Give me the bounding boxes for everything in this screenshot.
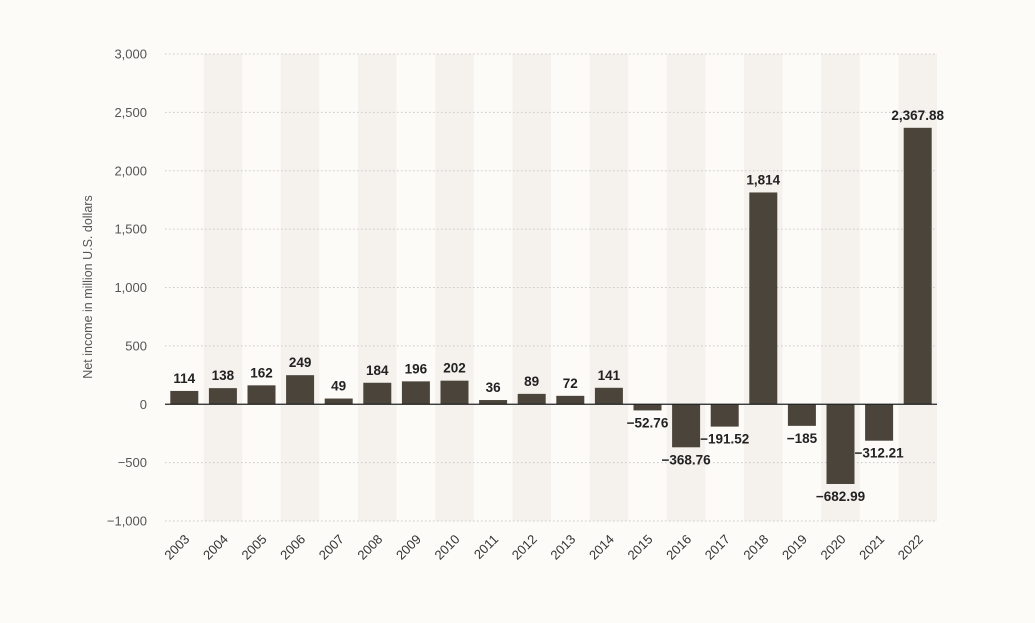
- bar-2019: [787, 404, 816, 426]
- data-label-2021: −312.21: [855, 446, 905, 461]
- data-label-2008: 184: [366, 363, 389, 378]
- bar-2016: [672, 404, 701, 448]
- data-label-2010: 202: [443, 361, 466, 376]
- x-tick-label: 2005: [239, 532, 270, 563]
- x-tick-label: 2007: [316, 532, 347, 563]
- x-tick-label: 2004: [200, 532, 231, 563]
- x-tick-label: 2020: [818, 532, 849, 563]
- bar-2010: [440, 380, 469, 405]
- bar-2014: [594, 387, 623, 405]
- x-tick-label: 2021: [856, 532, 887, 563]
- x-tick-label: 2018: [740, 532, 771, 563]
- data-label-2022: 2,367.88: [891, 108, 944, 123]
- gridlines: [165, 53, 937, 522]
- y-tick-label: −1,000: [107, 514, 147, 529]
- data-label-2009: 196: [405, 361, 428, 376]
- data-label-2018: 1,814: [746, 172, 780, 187]
- x-tick-label: 2022: [895, 532, 926, 563]
- y-tick-label: 1,500: [114, 222, 147, 237]
- bar-2015: [633, 404, 662, 411]
- data-label-2015: −52.76: [627, 415, 669, 430]
- data-label-2017: −191.52: [700, 432, 749, 447]
- x-tick-label: 2003: [161, 532, 192, 563]
- data-label-2020: −682.99: [816, 489, 865, 504]
- background-band: [512, 54, 551, 521]
- data-label-2013: 72: [563, 376, 578, 391]
- x-tick-label: 2015: [625, 532, 656, 563]
- bar-2017: [710, 404, 739, 427]
- bar-2009: [401, 381, 430, 405]
- x-tick-label: 2013: [547, 532, 578, 563]
- y-tick-label: 3,000: [114, 47, 147, 62]
- y-tick-label: 2,500: [114, 105, 147, 120]
- bar-2011: [479, 400, 508, 405]
- x-tick-label: 2017: [702, 532, 733, 563]
- x-tick-label: 2016: [663, 532, 694, 563]
- x-tick-label: 2006: [277, 532, 308, 563]
- bar-2021: [865, 404, 894, 441]
- bar-2004: [208, 388, 237, 405]
- data-label-2005: 162: [250, 365, 273, 380]
- bar-2018: [749, 192, 778, 405]
- data-labels: 114 138 162 249 49 184 196 202 36 89 72 141 −52.76 −3…: [173, 108, 944, 504]
- data-label-2004: 138: [212, 368, 235, 383]
- data-label-2007: 49: [331, 379, 346, 394]
- x-tick-label: 2010: [432, 532, 463, 563]
- background-band: [280, 54, 320, 521]
- data-label-2006: 249: [289, 355, 312, 370]
- x-tick-label: 2019: [779, 532, 810, 563]
- x-tick-label: 2012: [509, 532, 540, 563]
- y-tick-label: 2,000: [114, 163, 147, 178]
- y-tick-label: −500: [118, 455, 147, 470]
- data-label-2019: −185: [787, 431, 818, 446]
- x-tick-label: 2009: [393, 532, 424, 563]
- data-label-2011: 36: [486, 380, 502, 395]
- bar-2007: [324, 398, 353, 405]
- bar-2013: [556, 395, 585, 405]
- data-label-2012: 89: [524, 374, 539, 389]
- bar-2022: [903, 127, 932, 405]
- y-tick-label: 0: [140, 397, 147, 412]
- y-tick-label: 1,000: [114, 280, 147, 295]
- bar-2003: [170, 390, 199, 405]
- bar-2005: [247, 385, 276, 405]
- x-tick-label: 2011: [471, 532, 501, 562]
- x-axis-ticks: 2003 2004 2005 2006 2007 2008 2009 2010 2011 2012…: [161, 532, 925, 563]
- bar-2012: [517, 393, 546, 405]
- bar-2020: [826, 404, 855, 484]
- data-label-2016: −368.76: [662, 452, 712, 467]
- bars: [170, 127, 932, 484]
- x-tick-label: 2008: [354, 532, 385, 563]
- x-tick-label: 2014: [586, 532, 617, 563]
- y-tick-label: 500: [125, 338, 147, 353]
- bar-2006: [286, 375, 315, 405]
- bar-2008: [363, 382, 392, 405]
- data-label-2003: 114: [173, 371, 195, 386]
- y-axis-title: Net income in million U.S. dollars: [81, 195, 95, 378]
- y-axis-ticks: 3,000 2,500 2,000 1,500 1,000 500 0 −500 −1,000: [107, 47, 147, 529]
- data-label-2014: 141: [598, 368, 621, 383]
